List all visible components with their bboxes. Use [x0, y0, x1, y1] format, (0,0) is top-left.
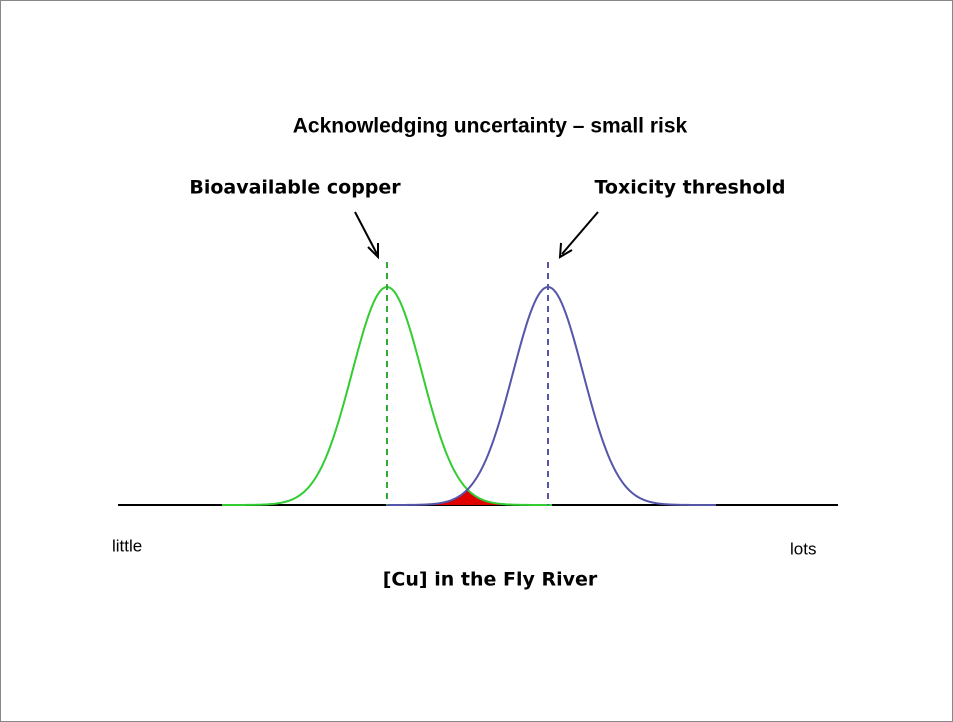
title: Acknowledging uncertainty – small risk — [293, 115, 688, 138]
annotation-left: Bioavailable copper — [189, 177, 401, 199]
arrow-left — [354, 211, 378, 255]
arrows — [354, 211, 599, 260]
arrow-left-head — [367, 243, 379, 260]
arrow-right — [561, 211, 599, 255]
overlap-area — [420, 490, 516, 505]
axis-end-label: lots — [790, 539, 816, 558]
axis-start-label: little — [112, 536, 142, 555]
distribution-threshold — [385, 285, 716, 506]
annotation-right: Toxicity threshold — [595, 177, 786, 199]
arrow-right-head — [558, 242, 573, 259]
axis-label: [Cu] in the Fly River — [383, 569, 598, 591]
